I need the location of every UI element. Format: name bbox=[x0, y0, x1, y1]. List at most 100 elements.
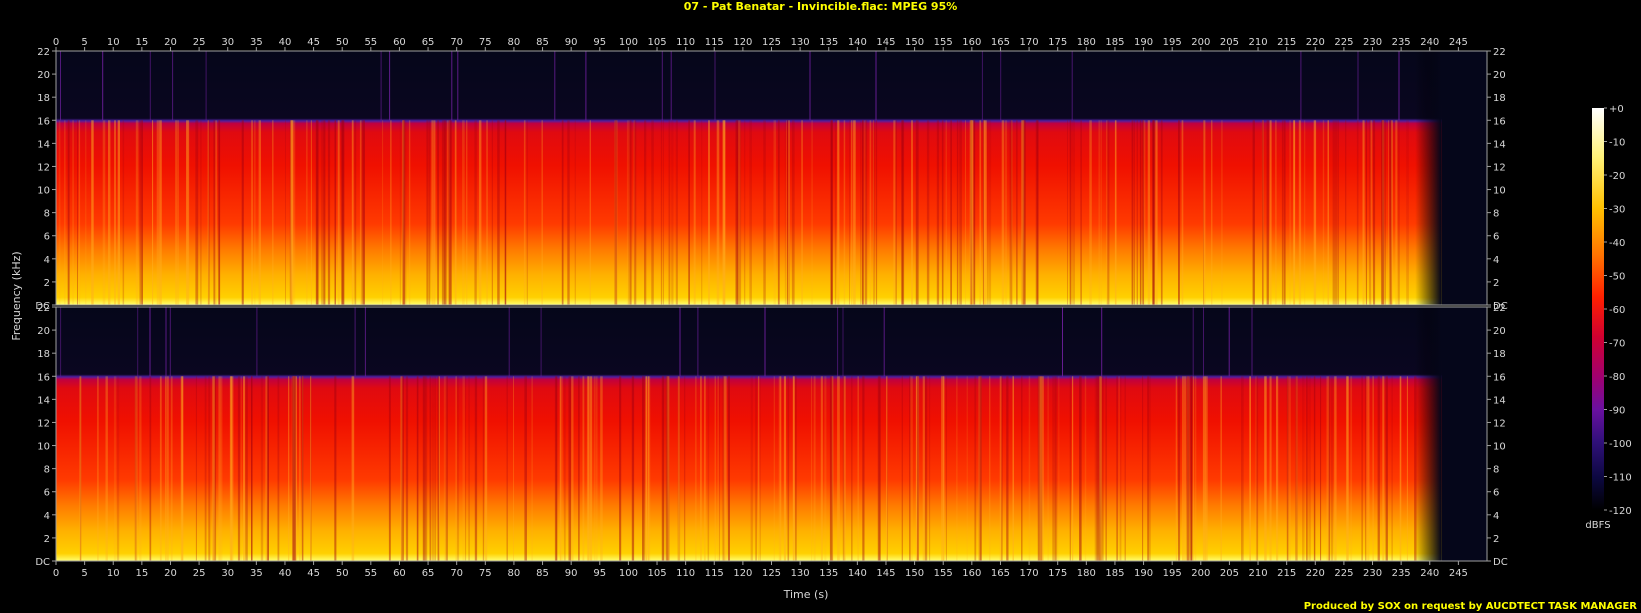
texture-stripe bbox=[504, 120, 507, 305]
texture-stripe bbox=[78, 120, 81, 305]
texture-stripe bbox=[310, 376, 312, 561]
texture-stripe bbox=[180, 376, 183, 561]
texture-stripe bbox=[784, 120, 786, 305]
texture-stripe bbox=[85, 120, 87, 305]
texture-stripe bbox=[873, 120, 876, 305]
texture-stripe bbox=[541, 120, 543, 305]
texture-stripe bbox=[744, 120, 746, 305]
x-tick-label-top: 155 bbox=[934, 37, 953, 48]
texture-stripe bbox=[122, 120, 125, 305]
transient-spike bbox=[60, 307, 62, 377]
texture-stripe bbox=[208, 120, 210, 305]
texture-stripe bbox=[777, 120, 780, 305]
x-tick-label-bottom: 5 bbox=[81, 568, 87, 579]
texture-stripe bbox=[677, 376, 680, 561]
texture-stripe bbox=[159, 120, 162, 305]
texture-stripe bbox=[1054, 376, 1057, 561]
texture-stripe bbox=[1202, 376, 1206, 561]
transient-spike bbox=[1062, 307, 1063, 377]
texture-stripe bbox=[614, 120, 616, 305]
y-tick-label-left: 2 bbox=[44, 278, 50, 289]
texture-stripe bbox=[647, 376, 650, 561]
texture-stripe bbox=[1022, 120, 1025, 305]
x-tick-label-bottom: 145 bbox=[876, 568, 895, 579]
transient-spike bbox=[764, 307, 766, 377]
texture-stripe bbox=[587, 376, 591, 561]
transient-spike bbox=[1357, 51, 1359, 121]
texture-stripe bbox=[554, 376, 558, 561]
texture-stripe bbox=[668, 120, 671, 305]
x-tick-label-top: 190 bbox=[1134, 37, 1153, 48]
y-tick-label-right: 12 bbox=[1493, 418, 1506, 429]
texture-stripe bbox=[979, 120, 982, 305]
x-tick-label-bottom: 120 bbox=[733, 568, 752, 579]
x-tick-label-bottom: 110 bbox=[676, 568, 695, 579]
texture-stripe bbox=[1275, 120, 1277, 305]
texture-stripe bbox=[1140, 120, 1142, 305]
colorbar-tick-label: -110 bbox=[1609, 473, 1632, 484]
texture-stripe bbox=[1269, 120, 1272, 305]
texture-stripe bbox=[1346, 376, 1348, 561]
texture-stripe bbox=[1094, 376, 1097, 561]
texture-stripe bbox=[253, 120, 256, 305]
transient-spike bbox=[60, 51, 61, 121]
texture-stripe bbox=[438, 376, 440, 561]
x-tick-label-top: 70 bbox=[450, 37, 463, 48]
texture-stripe bbox=[877, 376, 880, 561]
texture-stripe bbox=[272, 120, 274, 305]
texture-stripe bbox=[186, 120, 189, 305]
texture-stripe bbox=[910, 376, 913, 561]
texture-stripe bbox=[462, 376, 465, 561]
x-tick-label-top: 5 bbox=[81, 37, 87, 48]
transient-spike bbox=[205, 51, 207, 121]
transient-spike bbox=[1300, 51, 1302, 121]
x-tick-label-bottom: 40 bbox=[279, 568, 292, 579]
texture-stripe bbox=[241, 120, 244, 305]
texture-stripe bbox=[1288, 376, 1291, 561]
y-tick-label-left: 18 bbox=[37, 93, 50, 104]
y-tick-label-right: 6 bbox=[1493, 488, 1499, 499]
texture-stripe bbox=[1295, 376, 1298, 561]
texture-stripe bbox=[445, 376, 448, 561]
texture-stripe bbox=[117, 120, 120, 305]
texture-stripe bbox=[1252, 120, 1255, 305]
texture-stripe bbox=[887, 376, 888, 561]
texture-stripe bbox=[1337, 120, 1339, 305]
x-tick-label-top: 215 bbox=[1277, 37, 1296, 48]
texture-stripe bbox=[645, 376, 648, 561]
texture-stripe bbox=[180, 376, 184, 561]
texture-stripe bbox=[956, 120, 959, 305]
x-tick-label-top: 240 bbox=[1420, 37, 1439, 48]
texture-stripe bbox=[67, 120, 70, 305]
colorbar-tick-label: -100 bbox=[1609, 439, 1632, 450]
texture-stripe bbox=[240, 376, 242, 561]
texture-stripe bbox=[600, 376, 603, 561]
texture-stripe bbox=[738, 120, 741, 305]
texture-stripe bbox=[1098, 120, 1100, 305]
texture-stripe bbox=[860, 120, 862, 305]
texture-stripe bbox=[1192, 376, 1194, 561]
texture-stripe bbox=[1114, 120, 1117, 305]
y-tick-label-left: 16 bbox=[37, 372, 50, 383]
texture-stripe bbox=[114, 120, 116, 305]
texture-stripe bbox=[215, 120, 218, 305]
texture-stripe bbox=[886, 376, 888, 561]
texture-stripe bbox=[1362, 120, 1365, 305]
transient-spike bbox=[1398, 51, 1400, 121]
texture-stripe bbox=[1187, 376, 1190, 561]
texture-stripe bbox=[773, 376, 775, 561]
texture-stripe bbox=[916, 376, 919, 561]
x-tick-label-bottom: 25 bbox=[193, 568, 206, 579]
x-tick-label-bottom: 190 bbox=[1134, 568, 1153, 579]
x-tick-label-bottom: 55 bbox=[364, 568, 377, 579]
texture-stripe bbox=[787, 376, 790, 561]
texture-stripe bbox=[1276, 376, 1279, 561]
texture-stripe bbox=[965, 120, 966, 305]
y-tick-label-right: 22 bbox=[1493, 303, 1506, 314]
texture-stripe bbox=[200, 120, 202, 305]
texture-stripe bbox=[917, 376, 919, 561]
colorbar-label: dBFS bbox=[1585, 520, 1610, 531]
y-tick-label-right: 4 bbox=[1493, 511, 1499, 522]
x-tick-label-top: 105 bbox=[647, 37, 666, 48]
